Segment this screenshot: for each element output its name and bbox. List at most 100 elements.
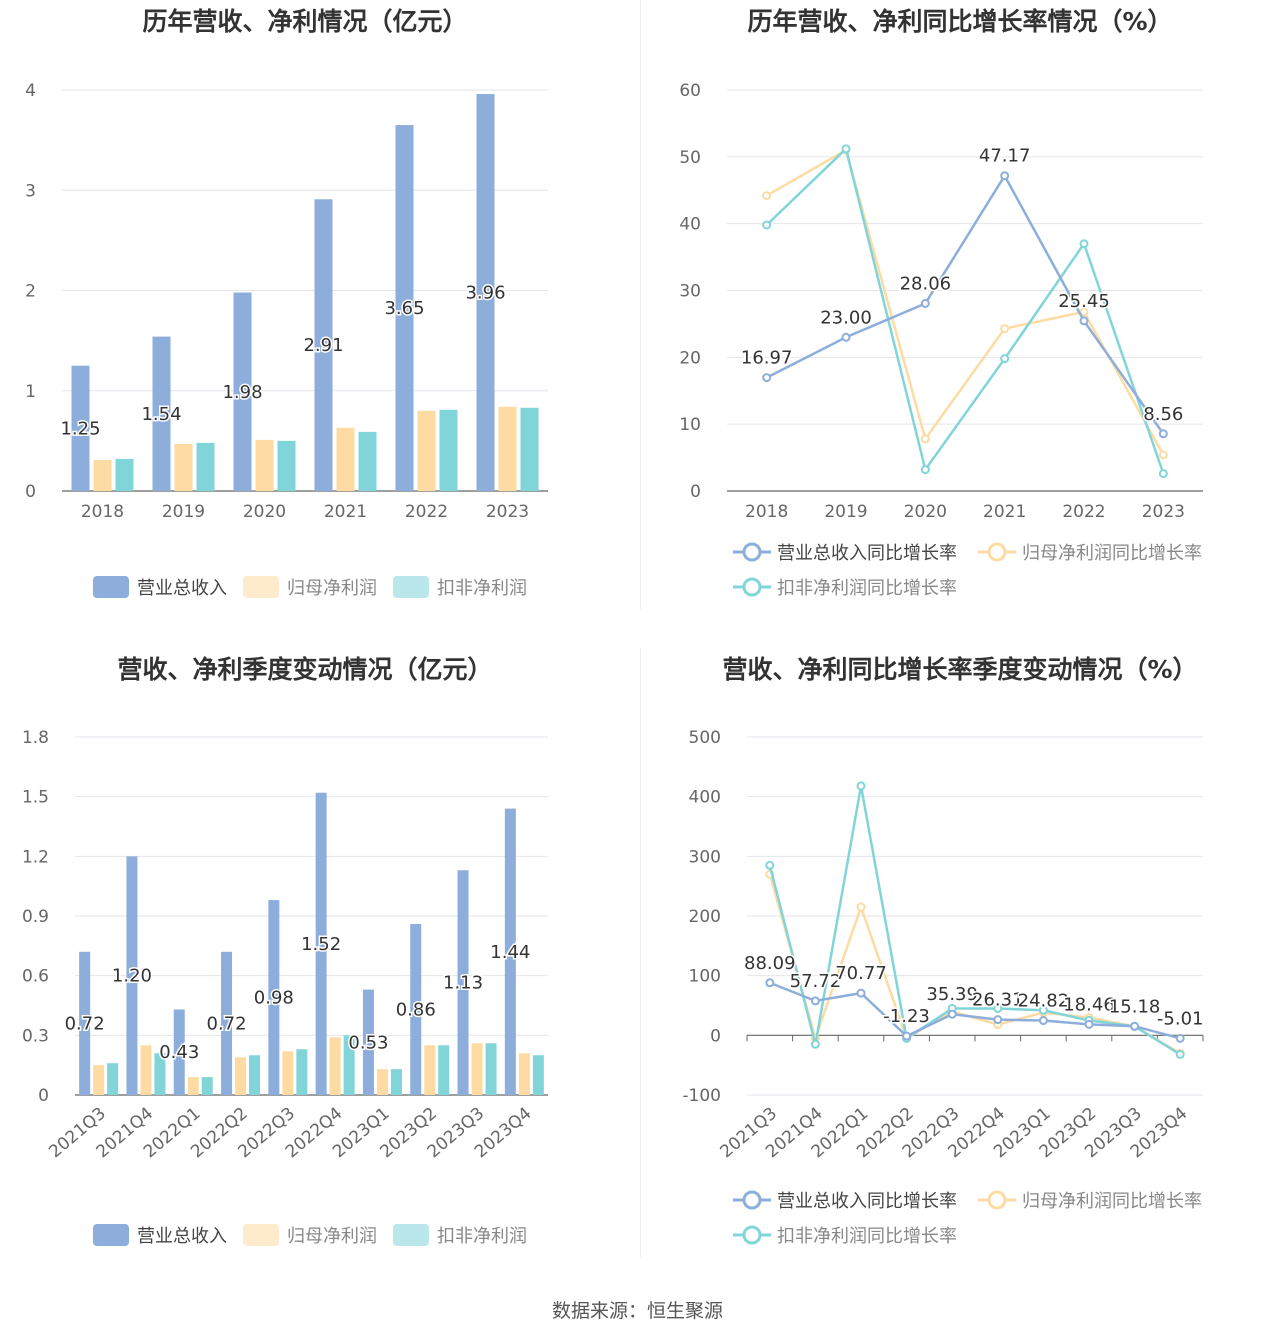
- data-label: 1.20: [112, 966, 152, 987]
- bar: [115, 458, 134, 491]
- bar: [107, 1063, 119, 1095]
- chart-title: 营收、净利季度变动情况（亿元）: [117, 655, 492, 684]
- legend-item[interactable]: 归母净利润: [243, 576, 377, 599]
- data-label: 2.91: [303, 335, 343, 356]
- data-point: [902, 1031, 912, 1041]
- data-label: 0.43: [159, 1042, 199, 1063]
- bar: [201, 1077, 213, 1095]
- bar: [174, 443, 193, 491]
- legend-label: 归母净利润: [287, 578, 377, 599]
- data-point: [947, 1009, 957, 1019]
- data-point: [1158, 450, 1168, 460]
- data-point: [1084, 1019, 1094, 1029]
- bar: [395, 125, 414, 492]
- y-tick-label: 0: [690, 482, 701, 502]
- bar: [362, 989, 374, 1095]
- bar: [498, 406, 517, 491]
- data-point: [1038, 1016, 1048, 1026]
- bar: [438, 1045, 450, 1095]
- bar: [296, 1049, 308, 1095]
- bar: [152, 336, 171, 491]
- data-label: 24.82: [1018, 991, 1070, 1012]
- bar: [336, 427, 355, 491]
- data-label: 1.54: [141, 404, 181, 425]
- legend-item[interactable]: 营业总收入同比增长率: [733, 542, 957, 564]
- legend-swatch: [93, 1224, 129, 1246]
- data-label: 3.96: [465, 283, 505, 304]
- x-tick-label: 2021: [324, 502, 367, 522]
- bar: [520, 407, 539, 491]
- bar: [173, 1009, 185, 1095]
- data-point: [1175, 1049, 1185, 1059]
- legend-item[interactable]: 扣非净利润同比增长率: [733, 577, 957, 599]
- legend-label: 营业总收入: [137, 578, 227, 599]
- y-tick-label: 500: [689, 728, 721, 748]
- chart-svg: 历年营收、净利情况（亿元） 0 1 2 3 4 2018 2019 2020 2021 2022 20…: [25, 7, 548, 599]
- legend-item[interactable]: 扣非净利润同比增长率: [733, 1225, 957, 1247]
- legend-label: 扣非净利润同比增长率: [777, 1226, 957, 1247]
- legend-item[interactable]: 归母净利润同比增长率: [978, 542, 1202, 564]
- data-point: [993, 1015, 1003, 1025]
- data-point: [920, 298, 930, 308]
- data-label: 1.44: [490, 942, 530, 963]
- bar: [485, 1043, 497, 1095]
- x-tick-label: 2022: [405, 502, 448, 522]
- legend-item[interactable]: 归母净利润: [243, 1224, 377, 1247]
- legend-swatch: [243, 576, 279, 598]
- data-point: [856, 781, 866, 791]
- data-label: 70.77: [835, 963, 887, 984]
- y-tick-label: 1.8: [22, 728, 49, 748]
- legend-item[interactable]: 归母净利润同比增长率: [978, 1190, 1202, 1212]
- data-label: 3.65: [384, 298, 424, 319]
- bar: [476, 94, 495, 491]
- data-point: [920, 434, 930, 444]
- series-line: [765, 146, 1165, 475]
- data-label: 8.56: [1143, 404, 1183, 425]
- legend-item[interactable]: 营业总收入: [93, 576, 227, 599]
- bar: [329, 1037, 341, 1095]
- x-tick-label: 2023: [1142, 502, 1185, 522]
- x-tick-label: 2020: [243, 502, 286, 522]
- data-point: [1158, 469, 1168, 479]
- data-point: [1000, 354, 1010, 364]
- y-tick-label: 0.3: [22, 1026, 49, 1046]
- quarterly-revenue-profit-chart: 营收、净利季度变动情况（亿元） 0 0.3 0.6 0.9 1.2 1.5 1.8 2021Q3…: [0, 648, 637, 1296]
- x-tick-label: 2019: [824, 502, 867, 522]
- bar: [358, 431, 377, 491]
- legend-circle-symbol: [742, 1225, 762, 1245]
- y-tick-label: 100: [689, 967, 721, 987]
- chart-title: 营收、净利同比增长率季度变动情况（%）: [722, 655, 1197, 684]
- data-label: 0.98: [254, 988, 294, 1009]
- legend-label: 归母净利润同比增长率: [1022, 543, 1202, 564]
- legend-label: 营业总收入同比增长率: [777, 543, 957, 564]
- legend-item[interactable]: 扣非净利润: [393, 576, 527, 599]
- bar: [187, 1077, 199, 1095]
- y-tick-label: 4: [25, 81, 36, 101]
- bar: [504, 808, 516, 1095]
- bar: [457, 870, 469, 1095]
- data-point: [1175, 1033, 1185, 1043]
- data-label: 25.45: [1058, 291, 1110, 312]
- legend-item[interactable]: 扣非净利润: [393, 1224, 527, 1247]
- legend-circle-symbol: [987, 1190, 1007, 1210]
- data-point: [1000, 324, 1010, 334]
- y-tick-label: 200: [689, 907, 721, 927]
- data-point: [920, 465, 930, 475]
- x-tick-label: 2019: [162, 502, 205, 522]
- legend-label: 扣非净利润: [437, 578, 527, 599]
- y-tick-label: 3: [25, 181, 36, 201]
- x-tick-label: 2021: [983, 502, 1026, 522]
- bar: [314, 199, 333, 491]
- y-tick-label: 60: [679, 81, 701, 101]
- data-point: [762, 191, 772, 201]
- bar: [424, 1045, 436, 1095]
- chart-title: 历年营收、净利情况（亿元）: [142, 7, 467, 36]
- legend-item[interactable]: 营业总收入: [93, 1224, 227, 1247]
- bar: [71, 365, 90, 491]
- data-label: 18.46: [1063, 994, 1115, 1015]
- legend-label: 归母净利润同比增长率: [1022, 1191, 1202, 1212]
- legend-label: 归母净利润: [287, 1226, 377, 1247]
- data-label: -1.23: [883, 1006, 930, 1027]
- legend-item[interactable]: 营业总收入同比增长率: [733, 1190, 957, 1212]
- data-source-note: 数据来源：恒生聚源: [551, 1300, 723, 1322]
